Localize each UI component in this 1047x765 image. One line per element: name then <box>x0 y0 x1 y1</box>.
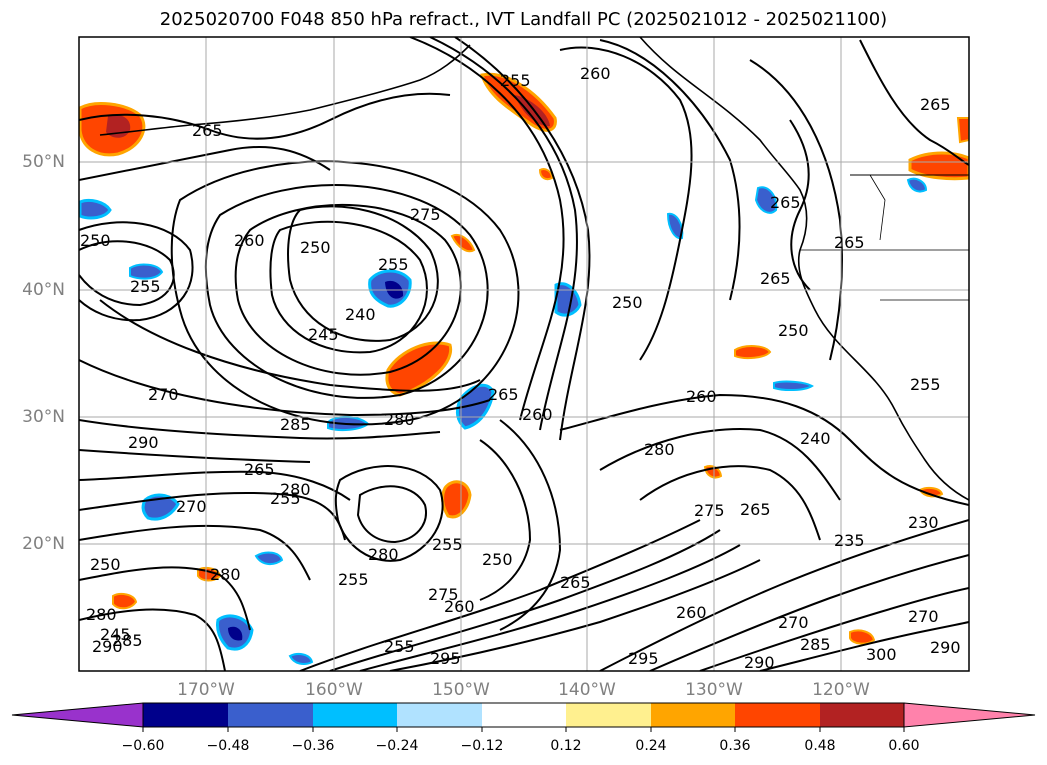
contour-label: 265 <box>244 460 275 479</box>
colorbar-segment <box>735 703 820 727</box>
lat-label: 20°N <box>22 534 65 554</box>
colorbar-segment <box>397 703 482 727</box>
contour-label: 290 <box>92 637 123 656</box>
contour-label: 255 <box>384 637 415 656</box>
contour-label: 270 <box>908 607 939 626</box>
colorbar-tick-label: 0.12 <box>550 738 582 754</box>
contour-label: 250 <box>80 231 111 250</box>
map-frame <box>78 36 970 672</box>
chart-title: 2025020700 F048 850 hPa refract., IVT La… <box>159 9 888 30</box>
lat-label: 40°N <box>22 280 65 300</box>
contour-label: 280 <box>86 605 117 624</box>
contour-label: 240 <box>800 429 831 448</box>
colorbar-segment <box>143 703 228 727</box>
colorbar-segment <box>313 703 397 727</box>
colorbar-tick-label: −0.24 <box>375 738 419 754</box>
contour-label: 280 <box>210 565 241 584</box>
contour-label: 265 <box>560 573 591 592</box>
contour-labels: 265 255 260 265 275 250 255 240 245 260 … <box>80 64 961 672</box>
contour-label: 260 <box>676 603 707 622</box>
contour-label: 260 <box>522 405 553 424</box>
colorbar-segment <box>228 703 313 727</box>
colorbar-segment <box>820 703 904 727</box>
contour-label: 275 <box>694 501 725 520</box>
contour-label: 285 <box>280 415 311 434</box>
lon-label: 140°W <box>558 680 616 700</box>
colorbar-segment <box>482 703 566 727</box>
lat-label: 50°N <box>22 152 65 172</box>
contour-label: 280 <box>368 545 399 564</box>
contour-label: 245 <box>308 325 339 344</box>
contour-lines <box>79 37 969 671</box>
colorbar-extend-max <box>903 702 1036 728</box>
contour-label: 265 <box>488 385 519 404</box>
contour-label: 275 <box>428 585 459 604</box>
colorbar-tick-label: −0.12 <box>460 738 504 754</box>
contour-label: 230 <box>908 513 939 532</box>
coastlines <box>99 37 969 501</box>
contour-label: 240 <box>345 305 376 324</box>
contour-label: 255 <box>432 535 463 554</box>
contour-label: 265 <box>192 121 223 140</box>
contour-label: 280 <box>644 440 675 459</box>
lon-label: 170°W <box>177 680 235 700</box>
lon-label: 150°W <box>432 680 490 700</box>
contour-label: 250 <box>612 293 643 312</box>
colorbar-extend-min <box>11 702 144 728</box>
contour-label: 250 <box>90 555 121 574</box>
contour-label: 260 <box>234 231 265 250</box>
contour-label: 285 <box>800 635 831 654</box>
contour-label: 295 <box>430 649 461 668</box>
contour-label: 290 <box>930 638 961 657</box>
contour-label: 295 <box>628 649 659 668</box>
lat-label: 30°N <box>22 407 65 427</box>
contour-label: 250 <box>778 321 809 340</box>
contour-label: 270 <box>176 497 207 516</box>
colorbar-tick-label: −0.36 <box>291 738 335 754</box>
contour-label: 290 <box>744 653 775 672</box>
contour-label: 265 <box>834 233 865 252</box>
contour-label: 260 <box>686 387 717 406</box>
colorbar-segment <box>566 703 651 727</box>
contour-label: 255 <box>500 71 531 90</box>
contour-label: 255 <box>270 489 301 508</box>
contour-label: 265 <box>740 500 771 519</box>
lon-label: 120°W <box>812 680 870 700</box>
contour-label: 255 <box>130 277 161 296</box>
contour-label: 270 <box>148 385 179 404</box>
contour-label: 250 <box>482 550 513 569</box>
contour-label: 290 <box>128 433 159 452</box>
gridlines <box>79 37 969 671</box>
contour-label: 275 <box>410 205 441 224</box>
colorbar-tick-label: −0.60 <box>121 738 165 754</box>
colorbar-tick-label: 0.48 <box>804 738 836 754</box>
contour-label: 265 <box>770 193 801 212</box>
contour-label: 300 <box>866 645 897 664</box>
contour-label: 255 <box>378 255 409 274</box>
contour-label: 285 <box>112 631 143 650</box>
colorbar-tick-label: −0.48 <box>206 738 250 754</box>
contour-label: 270 <box>778 613 809 632</box>
colorbar-tick-label: 0.36 <box>719 738 751 754</box>
contour-label: 280 <box>280 480 311 499</box>
contour-label: 260 <box>444 597 475 616</box>
contour-label: 265 <box>760 269 791 288</box>
lon-label: 130°W <box>685 680 743 700</box>
colorbar-segment <box>651 703 735 727</box>
colorbar <box>11 702 1036 732</box>
contour-label: 255 <box>910 375 941 394</box>
lon-label: 160°W <box>305 680 363 700</box>
contour-label: 255 <box>338 570 369 589</box>
contour-label: 265 <box>920 95 951 114</box>
contour-label: 245 <box>100 625 131 644</box>
colorbar-tick-label: 0.24 <box>635 738 667 754</box>
contour-label: 280 <box>384 410 415 429</box>
colorbar-tick-label: 0.60 <box>888 738 920 754</box>
contour-label: 250 <box>300 238 331 257</box>
contour-label: 235 <box>834 531 865 550</box>
contour-label: 260 <box>580 64 611 83</box>
